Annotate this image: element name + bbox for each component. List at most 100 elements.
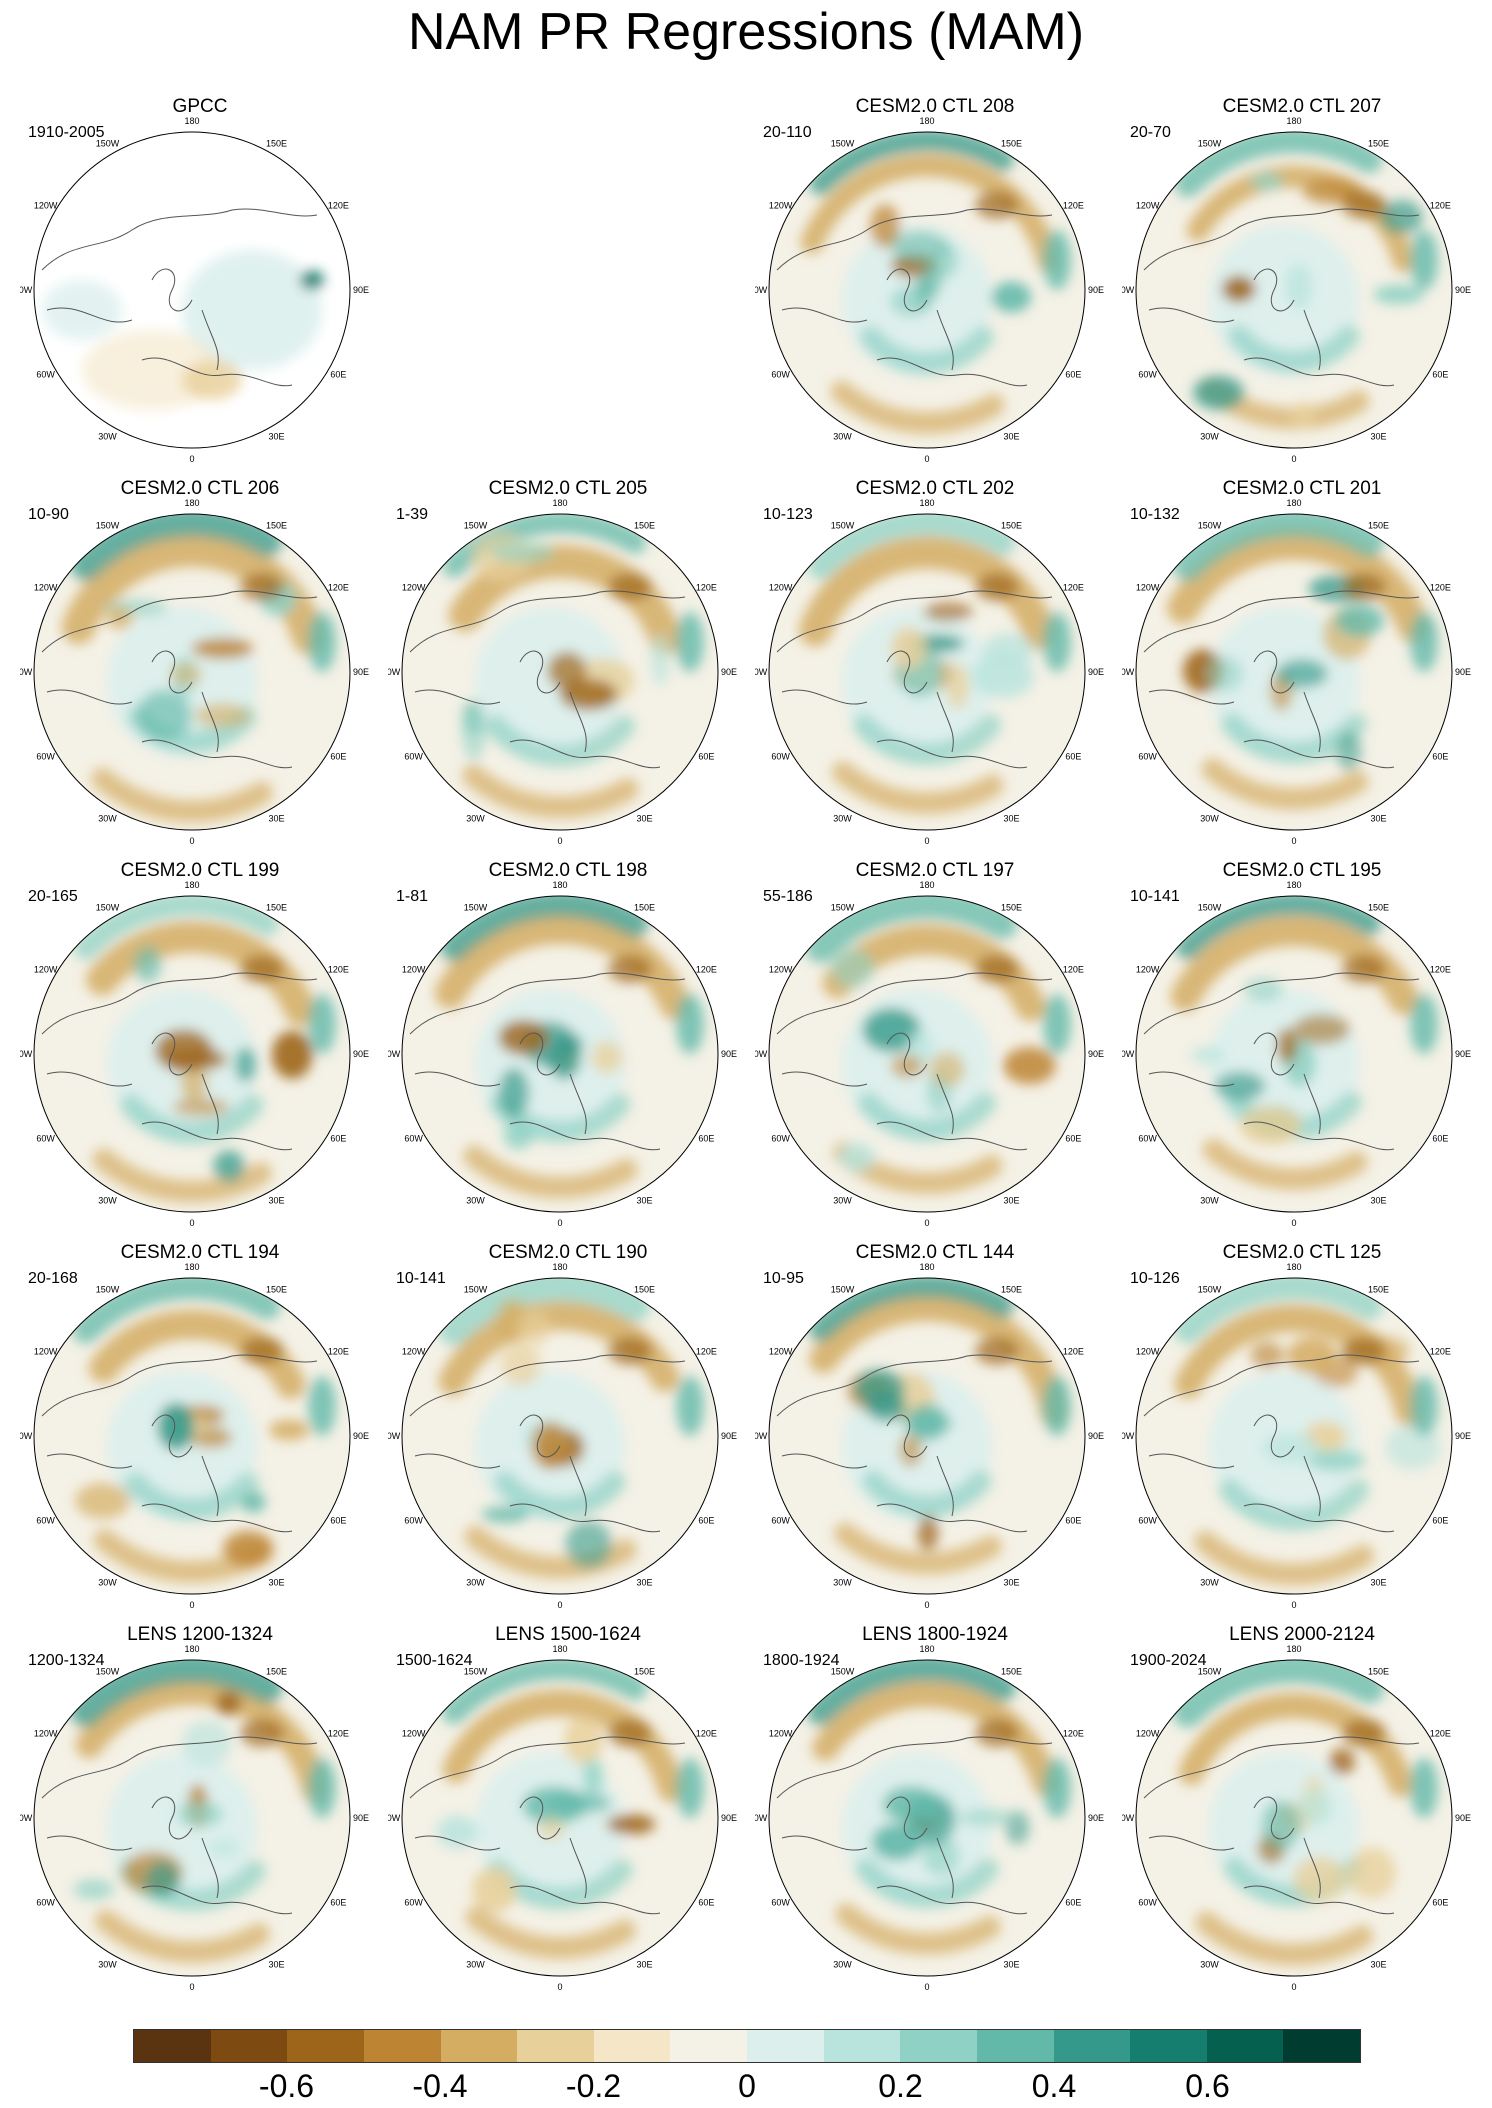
longitude-label: 30W: [98, 431, 117, 441]
longitude-label: 30W: [1200, 1959, 1219, 1969]
longitude-label: 120E: [328, 965, 349, 975]
anomaly-patch: [136, 689, 192, 742]
panel-title: LENS 2000-2124: [1229, 1624, 1375, 1645]
longitude-label: 120W: [1136, 1347, 1160, 1357]
longitude-label: 60W: [404, 752, 423, 762]
longitude-label: 30E: [1370, 1959, 1386, 1969]
longitude-label: 150W: [1198, 139, 1222, 149]
anomaly-patch: [1193, 375, 1245, 411]
longitude-label: 60E: [1065, 1516, 1081, 1526]
longitude-label: 150W: [1198, 1667, 1222, 1677]
longitude-label: 180: [552, 880, 567, 890]
coastline: [1143, 972, 1420, 1151]
anomaly-patch: [268, 1419, 310, 1441]
colorbar-swatch: [747, 2030, 824, 2062]
map-field: [34, 1278, 350, 1594]
colorbar: [133, 2029, 1361, 2063]
anomaly-patch: [676, 1376, 704, 1436]
longitude-label: 60E: [1065, 1134, 1081, 1144]
longitude-label: 120E: [1430, 965, 1451, 975]
map-field: [34, 1660, 350, 1976]
longitude-label: 30W: [98, 1959, 117, 1969]
anomaly-patch: [1286, 1337, 1337, 1374]
longitude-label: 150E: [634, 1285, 655, 1295]
colorbar-tick-label: -0.4: [412, 2068, 468, 2104]
coastline: [1143, 590, 1420, 769]
longitude-label: 150E: [266, 903, 287, 913]
longitude-label: 60E: [330, 370, 346, 380]
longitude-label: 0: [557, 836, 562, 846]
longitude-label: 90E: [721, 1431, 737, 1441]
anomaly-patch: [1410, 1758, 1438, 1818]
longitude-label: 180: [1286, 498, 1301, 508]
longitude-label: 150W: [464, 903, 488, 913]
longitude-label: 90E: [353, 1431, 369, 1441]
anomaly-band: [812, 1681, 1059, 1797]
anomaly-patch: [503, 1120, 534, 1150]
anomaly-band: [808, 1278, 1014, 1342]
anomaly-band: [1174, 1278, 1383, 1344]
anomaly-band: [834, 1522, 1002, 1575]
longitude-label: 90E: [1455, 667, 1471, 677]
longitude-label: 90E: [721, 1813, 737, 1823]
longitude-label: 30W: [466, 1577, 485, 1587]
panel-title: CESM2.0 CTL 125: [1222, 1242, 1382, 1263]
anomaly-patch: [498, 1067, 530, 1118]
longitude-label: 90E: [1455, 285, 1471, 295]
anomaly-patch: [308, 1758, 336, 1818]
map-panel: LENS 2000-2124 180 150E 120E 90E 60E 30E 0 30W 60…: [1122, 1624, 1482, 2004]
longitude-label: 120E: [1063, 583, 1084, 593]
longitude-label: 30W: [98, 813, 117, 823]
longitude-label: 90E: [353, 1049, 369, 1059]
anomaly-band: [70, 1660, 283, 1728]
panel-period: 20-168: [28, 1270, 78, 1287]
anomaly-band: [438, 1278, 651, 1346]
longitude-label: 120W: [1136, 583, 1160, 593]
panel-period: 1-39: [396, 506, 429, 523]
longitude-label: 180: [1286, 1262, 1301, 1272]
coastline: [409, 590, 686, 769]
longitude-label: 0: [1291, 836, 1296, 846]
anomaly-patch: [472, 1867, 517, 1913]
anomaly-patch: [1342, 1719, 1386, 1747]
longitude-label: 60E: [698, 1134, 714, 1144]
longitude-label: 150W: [1198, 1285, 1222, 1295]
longitude-label: 60W: [36, 1898, 55, 1908]
panel-period: 10-90: [28, 506, 69, 523]
panel-period: 1800-1924: [763, 1652, 840, 1669]
anomaly-patch: [1261, 1433, 1320, 1464]
map-border: [33, 1277, 351, 1595]
panel-period: 10-141: [1130, 888, 1180, 905]
map-field: [34, 132, 350, 448]
anomaly-patch: [591, 1041, 623, 1074]
anomaly-band: [862, 1470, 992, 1518]
panel-period: 10-141: [396, 1270, 446, 1287]
longitude-label: 60W: [36, 1516, 55, 1526]
map-field: [769, 514, 1085, 830]
longitude-label: 150W: [96, 903, 120, 913]
anomaly-band: [1227, 325, 1361, 373]
longitude-label: 120E: [1430, 1347, 1451, 1357]
colorbar-swatch: [593, 2030, 671, 2062]
anomaly-band: [1195, 1911, 1374, 1966]
anomaly-patch: [982, 633, 1034, 669]
coastline: [409, 1736, 686, 1915]
anomaly-patch: [498, 1019, 549, 1056]
anomaly-band: [805, 896, 1018, 964]
longitude-label: 60E: [1432, 370, 1448, 380]
anomaly-patch: [676, 994, 704, 1054]
anomaly-patch: [1293, 1856, 1347, 1902]
colorbar-swatch: [287, 2030, 364, 2062]
anomaly-band: [465, 1906, 636, 1959]
polar-map: 180 150E 120E 90E 60E 30E 0 30W 60W 90W 120W 150W: [388, 498, 737, 846]
anomaly-patch: [922, 1836, 960, 1876]
longitude-label: 0: [924, 1218, 929, 1228]
panel-period: 10-95: [763, 1270, 804, 1287]
anomaly-patch: [1222, 275, 1256, 303]
longitude-label: 180: [1286, 880, 1301, 890]
figure-title: NAM PR Regressions (MAM): [407, 3, 1085, 61]
polar-map: 180 150E 120E 90E 60E 30E 0 30W 60W 90W 120W 150W: [1122, 1644, 1471, 1992]
anomaly-patch: [240, 955, 284, 983]
longitude-label: 30W: [1200, 1577, 1219, 1587]
